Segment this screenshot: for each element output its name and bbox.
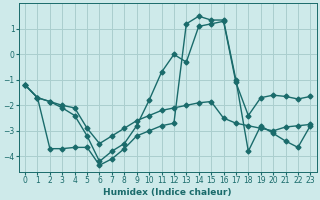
X-axis label: Humidex (Indice chaleur): Humidex (Indice chaleur) xyxy=(103,188,232,197)
